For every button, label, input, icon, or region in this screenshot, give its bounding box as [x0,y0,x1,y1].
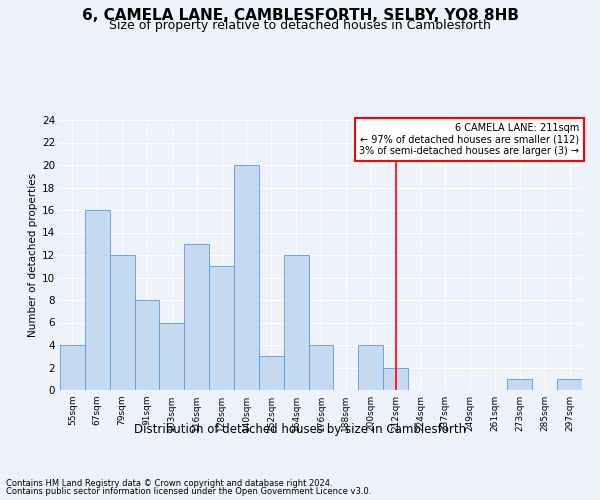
Y-axis label: Number of detached properties: Number of detached properties [28,173,38,337]
Bar [284,255,308,390]
Text: Size of property relative to detached houses in Camblesforth: Size of property relative to detached ho… [109,18,491,32]
Bar [110,255,134,390]
Text: Contains public sector information licensed under the Open Government Licence v3: Contains public sector information licen… [6,487,371,496]
Bar [160,322,184,390]
Text: Distribution of detached houses by size in Camblesforth: Distribution of detached houses by size … [134,422,466,436]
Bar [358,345,383,390]
Bar [209,266,234,390]
Bar [184,244,209,390]
Bar [557,379,582,390]
Bar [308,345,334,390]
Text: 6, CAMELA LANE, CAMBLESFORTH, SELBY, YO8 8HB: 6, CAMELA LANE, CAMBLESFORTH, SELBY, YO8… [82,8,518,22]
Bar [259,356,284,390]
Text: Contains HM Land Registry data © Crown copyright and database right 2024.: Contains HM Land Registry data © Crown c… [6,478,332,488]
Bar [383,368,408,390]
Bar [85,210,110,390]
Bar [234,165,259,390]
Bar [134,300,160,390]
Bar [60,345,85,390]
Text: 6 CAMELA LANE: 211sqm
← 97% of detached houses are smaller (112)
3% of semi-deta: 6 CAMELA LANE: 211sqm ← 97% of detached … [359,122,580,156]
Bar [508,379,532,390]
